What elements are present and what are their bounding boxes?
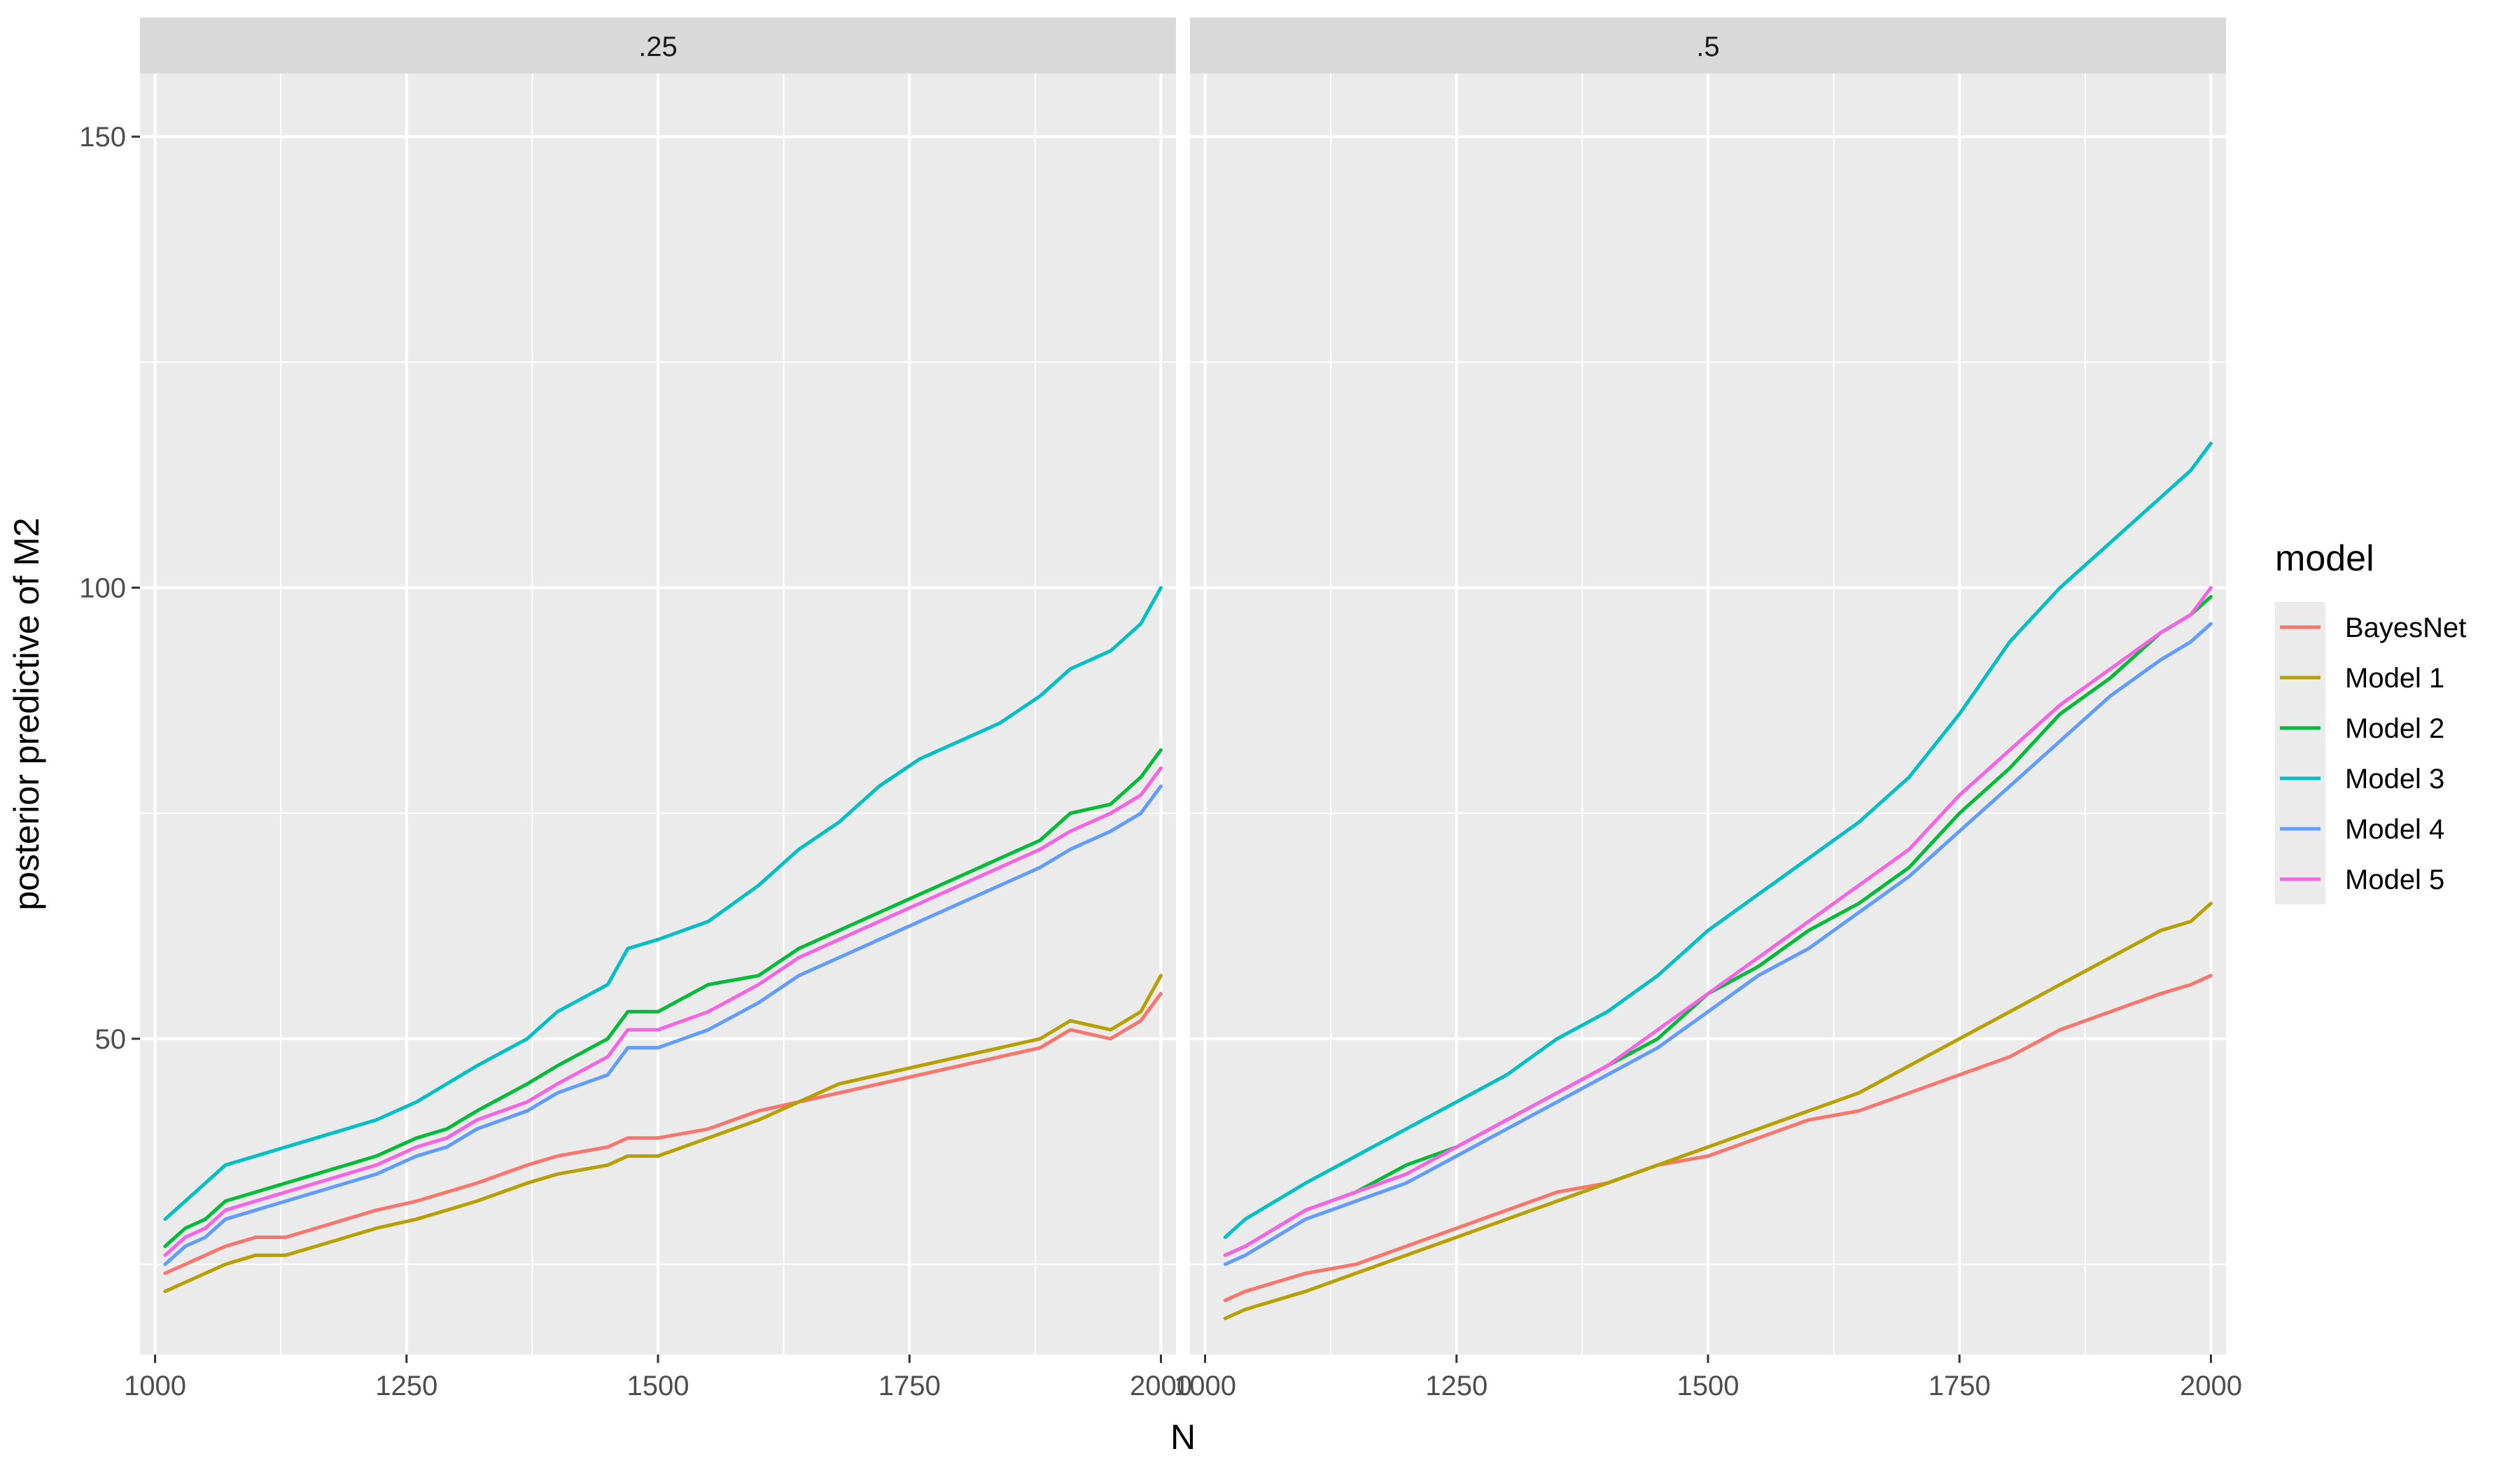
series-line-model-3 [163, 586, 1163, 1222]
legend-label-model-2: Model 2 [2345, 713, 2444, 744]
x-tick-label: 1250 [1425, 1371, 1488, 1401]
facet-label-left: .25 [638, 31, 678, 62]
x-tick-label: 1000 [1174, 1371, 1236, 1401]
series-line-model-4 [1223, 622, 2213, 1266]
facet-label-right: .5 [1696, 31, 1719, 62]
series-line-model-5 [163, 766, 1163, 1257]
series-line-model-4 [163, 784, 1163, 1266]
y-tick-label: 150 [79, 122, 126, 153]
facet-panel-left: .25 [140, 18, 1176, 1354]
x-tick-label: 1750 [878, 1371, 941, 1401]
x-tick-label: 1000 [124, 1371, 186, 1401]
series-line-bayesnet [1223, 974, 2213, 1303]
x-tick-label: 2000 [1130, 1371, 1192, 1401]
legend-label-bayesnet: BayesNet [2345, 612, 2466, 643]
series-lines-left [163, 586, 1163, 1294]
x-axis-title: N [1170, 1418, 1196, 1457]
series-line-bayesnet [163, 992, 1163, 1275]
y-axis: 50 100 150 [79, 122, 140, 1055]
x-tick-label: 2000 [2180, 1371, 2242, 1401]
legend-items: BayesNet Model 1 Model 2 Model 3 Model 4 Mode… [2275, 602, 2466, 904]
y-tick-label: 50 [95, 1024, 127, 1055]
legend-label-model-5: Model 5 [2345, 864, 2444, 895]
series-line-model-2 [163, 748, 1163, 1248]
y-tick-label: 100 [79, 573, 126, 604]
x-tick-label: 1250 [375, 1371, 438, 1401]
x-tick-label: 1500 [1677, 1371, 1740, 1401]
y-axis-title: posterior predictive of M2 [7, 517, 46, 910]
series-line-model-1 [163, 974, 1163, 1294]
legend-label-model-1: Model 1 [2345, 663, 2444, 694]
series-line-model-1 [1223, 902, 2213, 1320]
series-line-model-3 [1223, 441, 2213, 1239]
facet-strip-left [140, 18, 1176, 74]
legend-title: model [2275, 538, 2374, 579]
x-tick-label: 1500 [627, 1371, 690, 1401]
gridlines-left [140, 74, 1176, 1354]
legend-label-model-4: Model 4 [2345, 814, 2444, 845]
facet-strip-right [1190, 18, 2226, 74]
series-lines-right [1223, 441, 2213, 1320]
legend: model BayesNet Model 1 Model 2 Model 3 Model… [2275, 538, 2466, 904]
x-tick-label: 1750 [1928, 1371, 1991, 1401]
series-line-model-5 [1223, 586, 2213, 1257]
legend-label-model-3: Model 3 [2345, 764, 2444, 794]
facet-panel-right: .5 [1190, 18, 2226, 1354]
